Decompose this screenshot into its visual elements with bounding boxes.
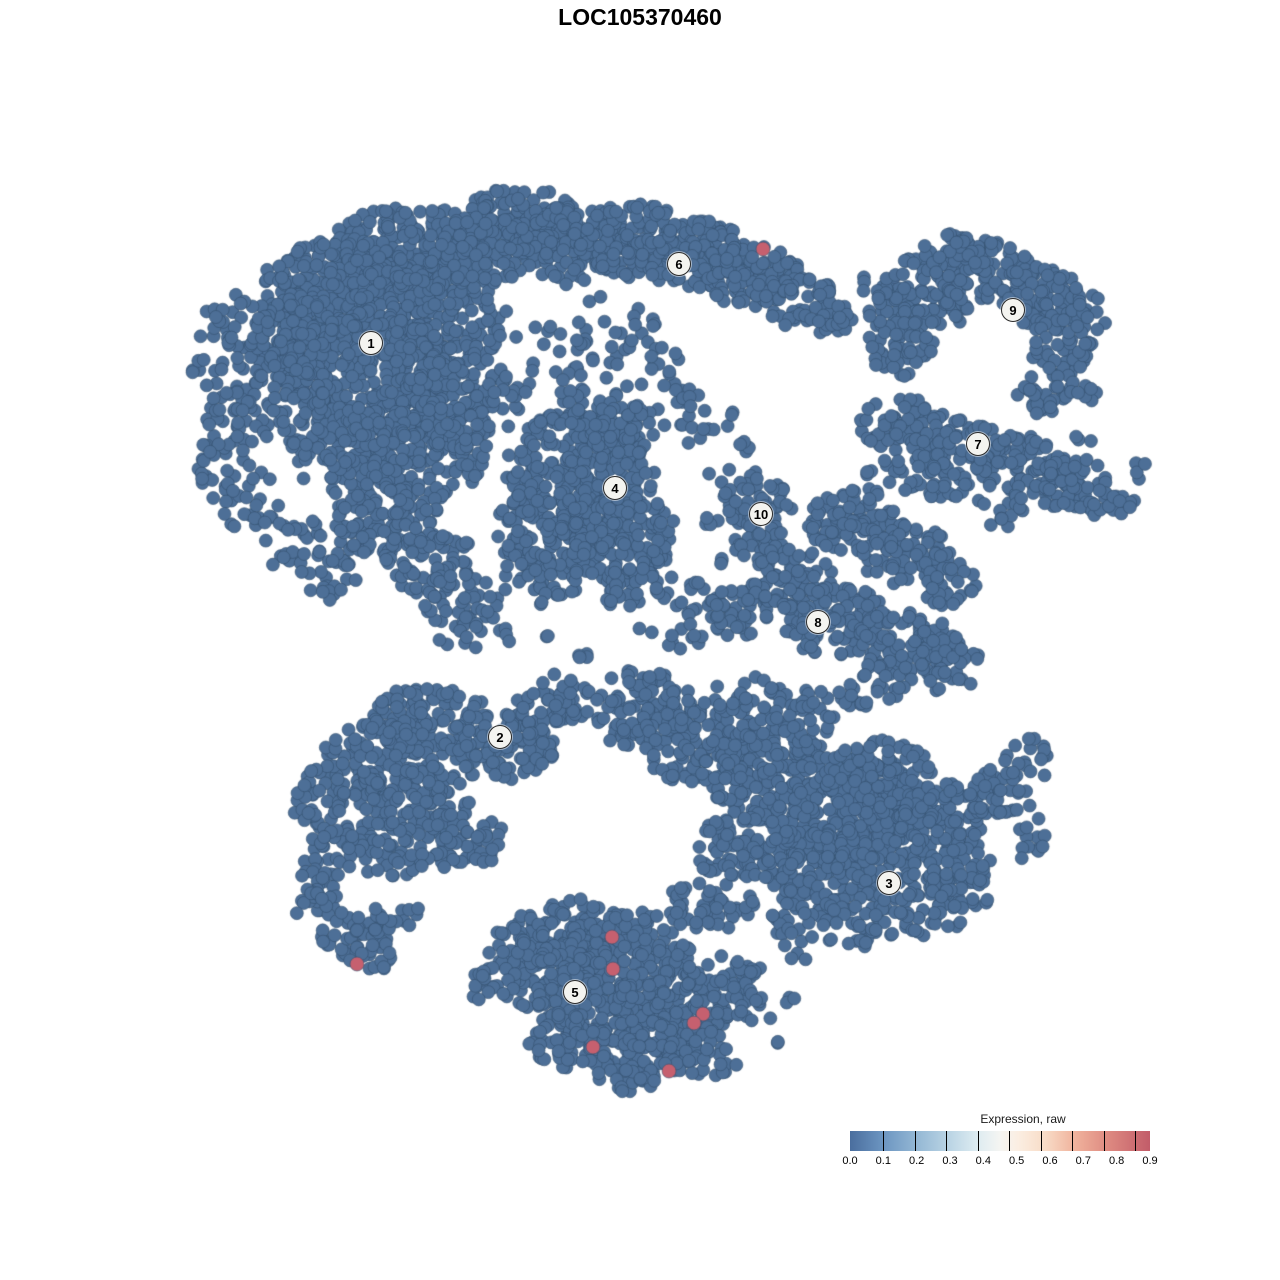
legend-tick-line [1009, 1131, 1010, 1151]
cluster-label-4: 4 [603, 476, 627, 500]
cluster-label-8: 8 [806, 610, 830, 634]
legend-tick-label: 0.7 [1075, 1155, 1091, 1167]
legend-colorbar [850, 1131, 1150, 1151]
cluster-label-9: 9 [1001, 298, 1025, 322]
legend-tick-labels: 0.0 0.1 0.2 0.3 0.4 0.5 0.6 0.7 0.8 0.9 [842, 1155, 1157, 1169]
legend-tick-label: 0.8 [1109, 1155, 1125, 1167]
legend-tick-label: 0.0 [842, 1155, 858, 1167]
cluster-label-2: 2 [488, 725, 512, 749]
legend-tick-line [914, 1131, 916, 1151]
legend-tick-label: 0.9 [1142, 1155, 1158, 1167]
legend-tick-line [946, 1131, 947, 1151]
cluster-label-7: 7 [966, 432, 990, 456]
legend-tick-line [883, 1131, 884, 1151]
legend-tick-line [1135, 1131, 1136, 1151]
legend-tick-label: 0.6 [1042, 1155, 1058, 1167]
legend-tick-label: 0.1 [875, 1155, 891, 1167]
legend-tick-line [1072, 1131, 1073, 1151]
legend-tick-label: 0.5 [1009, 1155, 1025, 1167]
cluster-label-5: 5 [563, 980, 587, 1004]
legend-tick-label: 0.3 [942, 1155, 958, 1167]
legend-tick-label: 0.4 [975, 1155, 991, 1167]
legend-tick-line [1103, 1131, 1105, 1151]
cluster-label-10: 10 [749, 502, 773, 526]
legend-title: Expression, raw [980, 1112, 1066, 1126]
cluster-label-1: 1 [359, 331, 383, 355]
cluster-label-6: 6 [667, 252, 691, 276]
cluster-label-3: 3 [877, 871, 901, 895]
legend-tick-line [1040, 1131, 1042, 1151]
legend-tick-line [977, 1131, 979, 1151]
legend-tick-label: 0.2 [909, 1155, 925, 1167]
